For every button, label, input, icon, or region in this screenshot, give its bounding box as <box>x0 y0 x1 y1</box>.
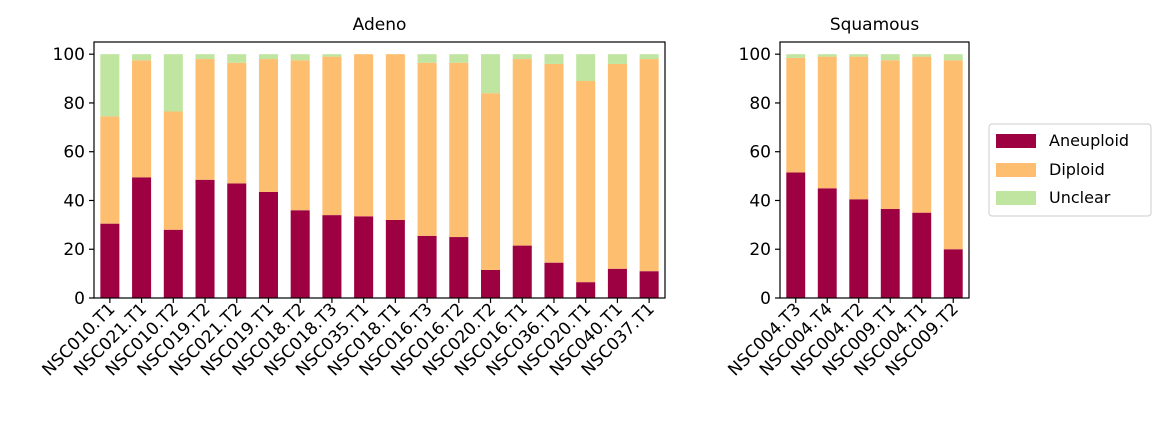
bar-unclear-nsc016-t3 <box>417 54 437 63</box>
bar-diploid-nsc004-t2 <box>849 56 869 200</box>
bar-aneuploid-nsc020-t2 <box>481 269 501 298</box>
bar-unclear-nsc016-t1 <box>512 54 532 60</box>
bar-diploid-nsc010-t2 <box>163 111 183 230</box>
bar-aneuploid-nsc016-t2 <box>449 237 469 298</box>
bar-aneuploid-nsc010-t1 <box>100 223 120 298</box>
bar-unclear-nsc004-t3 <box>786 54 806 58</box>
bar-unclear-nsc019-t1 <box>258 54 278 60</box>
bar-aneuploid-nsc004-t4 <box>817 188 837 298</box>
bar-aneuploid-nsc040-t1 <box>607 268 627 298</box>
bar-diploid-nsc040-t1 <box>607 63 627 269</box>
bar-diploid-nsc009-t1 <box>880 60 900 210</box>
adeno-ytick-label-20: 20 <box>63 240 85 260</box>
bar-diploid-nsc019-t2 <box>195 59 215 180</box>
bar-diploid-nsc018-t1 <box>385 54 405 220</box>
legend-swatch-unclear <box>996 191 1036 205</box>
bar-diploid-nsc018-t3 <box>322 56 342 216</box>
bar-diploid-nsc018-t2 <box>290 60 310 211</box>
adeno-ytick-label-0: 0 <box>74 289 85 309</box>
bar-aneuploid-nsc009-t2 <box>943 249 963 298</box>
bar-aneuploid-nsc035-t1 <box>354 216 374 298</box>
bar-unclear-nsc020-t1 <box>576 54 596 82</box>
bar-aneuploid-nsc037-t1 <box>639 271 659 298</box>
bar-diploid-nsc010-t1 <box>100 116 120 224</box>
bar-unclear-nsc018-t3 <box>322 54 342 57</box>
bar-unclear-nsc009-t2 <box>943 54 963 61</box>
legend-label-unclear: Unclear <box>1049 188 1111 207</box>
adeno-axes-frame <box>93 41 666 299</box>
legend-label-diploid: Diploid <box>1049 160 1105 179</box>
bar-diploid-nsc020-t2 <box>481 93 501 270</box>
bar-unclear-nsc016-t2 <box>449 54 469 63</box>
bar-unclear-nsc010-t1 <box>100 54 120 117</box>
bar-diploid-nsc035-t1 <box>354 54 374 217</box>
bar-aneuploid-nsc018-t2 <box>290 210 310 298</box>
bar-unclear-nsc004-t1 <box>912 54 932 57</box>
bar-aneuploid-nsc004-t3 <box>786 172 806 298</box>
bar-aneuploid-nsc004-t1 <box>912 212 932 298</box>
bar-aneuploid-nsc036-t1 <box>544 262 564 298</box>
squamous-ytick-label-20: 20 <box>749 240 771 260</box>
bar-diploid-nsc037-t1 <box>639 59 659 272</box>
bar-unclear-nsc021-t1 <box>132 54 152 61</box>
bar-diploid-nsc021-t1 <box>132 60 152 178</box>
bar-diploid-nsc004-t3 <box>786 57 806 173</box>
bar-diploid-nsc009-t2 <box>943 60 963 250</box>
bar-diploid-nsc021-t2 <box>227 62 247 184</box>
bar-aneuploid-nsc018-t3 <box>322 215 342 298</box>
bar-aneuploid-nsc009-t1 <box>880 209 900 298</box>
adeno-ytick-label-60: 60 <box>63 143 85 163</box>
bar-diploid-nsc036-t1 <box>544 63 564 263</box>
adeno-panel: Adeno020406080100NSC010.T1NSC021.T1NSC01… <box>38 15 666 380</box>
legend-label-aneuploid: Aneuploid <box>1049 131 1129 150</box>
legend-swatch-aneuploid <box>996 134 1036 148</box>
bar-aneuploid-nsc021-t1 <box>132 177 152 298</box>
bar-unclear-nsc009-t1 <box>880 54 900 61</box>
adeno-ytick-label-40: 40 <box>63 191 85 211</box>
bar-diploid-nsc019-t1 <box>258 59 278 192</box>
bar-unclear-nsc019-t2 <box>195 54 215 60</box>
bar-unclear-nsc037-t1 <box>639 54 659 60</box>
squamous-ytick-label-0: 0 <box>760 289 771 309</box>
bar-aneuploid-nsc016-t3 <box>417 235 437 298</box>
bar-unclear-nsc018-t2 <box>290 54 310 61</box>
bar-aneuploid-nsc010-t2 <box>163 229 183 298</box>
bar-unclear-nsc036-t1 <box>544 54 564 64</box>
bar-unclear-nsc021-t2 <box>227 54 247 63</box>
bar-diploid-nsc020-t1 <box>576 81 596 283</box>
bar-aneuploid-nsc016-t1 <box>512 245 532 298</box>
legend: Aneuploid Diploid Unclear <box>988 123 1152 217</box>
adeno-title: Adeno <box>353 15 407 35</box>
squamous-ytick-label-80: 80 <box>749 94 771 114</box>
adeno-ytick-label-100: 100 <box>53 45 85 65</box>
bar-aneuploid-nsc021-t2 <box>227 183 247 298</box>
bar-diploid-nsc004-t1 <box>912 56 932 213</box>
squamous-ytick-label-40: 40 <box>749 191 771 211</box>
adeno-ytick-label-80: 80 <box>63 94 85 114</box>
legend-swatch-diploid <box>996 163 1036 177</box>
bar-aneuploid-nsc018-t1 <box>385 219 405 298</box>
bar-unclear-nsc004-t4 <box>817 54 837 57</box>
bar-aneuploid-nsc020-t1 <box>576 282 596 298</box>
squamous-panel: Squamous020406080100NSC004.T3NSC004.T4NS… <box>724 15 970 380</box>
bar-diploid-nsc016-t2 <box>449 62 469 238</box>
bar-unclear-nsc010-t2 <box>163 54 183 112</box>
bar-unclear-nsc020-t2 <box>481 54 501 94</box>
squamous-ytick-label-100: 100 <box>739 45 771 65</box>
bar-unclear-nsc040-t1 <box>607 54 627 64</box>
bar-diploid-nsc004-t4 <box>817 56 837 189</box>
squamous-ytick-label-60: 60 <box>749 143 771 163</box>
bar-diploid-nsc016-t1 <box>512 59 532 246</box>
bar-aneuploid-nsc019-t1 <box>258 191 278 298</box>
squamous-title: Squamous <box>830 15 920 35</box>
squamous-axes-frame <box>779 41 970 299</box>
bar-aneuploid-nsc019-t2 <box>195 179 215 298</box>
bar-unclear-nsc004-t2 <box>849 54 869 57</box>
bar-aneuploid-nsc004-t2 <box>849 199 869 298</box>
bar-diploid-nsc016-t3 <box>417 62 437 236</box>
